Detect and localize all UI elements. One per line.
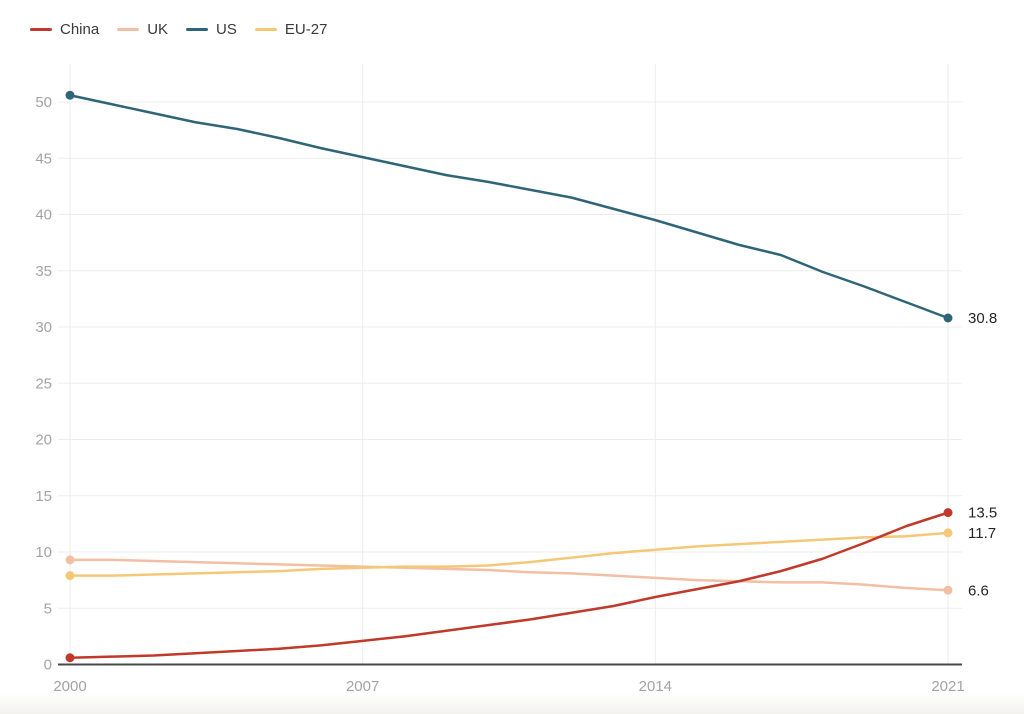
series-line-eu27 <box>68 531 950 577</box>
y-tick-label: 35 <box>35 263 52 280</box>
series-endpoint-dot-eu27 <box>65 571 75 581</box>
y-tick-label: 5 <box>44 600 52 617</box>
legend-item-us[interactable]: US <box>186 22 237 37</box>
legend-label-uk: UK <box>147 21 169 38</box>
y-tick-label: 15 <box>35 488 52 505</box>
series-endpoint-dot-eu27 <box>943 528 953 538</box>
x-tick-label: 2000 <box>53 678 86 695</box>
x-tick-label: 2007 <box>346 678 379 695</box>
china-line-swatch-icon <box>30 28 52 31</box>
y-tick-label: 20 <box>35 432 52 449</box>
series-endpoint-dot-uk <box>65 555 75 565</box>
uk-line-swatch-icon <box>117 28 140 31</box>
end-value-label-uk: 6.6 <box>968 582 989 599</box>
legend-label-us: US <box>216 21 237 38</box>
series-line-us <box>68 94 950 320</box>
end-value-label-eu27: 11.7 <box>968 525 996 542</box>
series-endpoint-dot-china <box>65 653 75 663</box>
legend-item-china[interactable]: China <box>30 22 99 37</box>
legend-label-eu27: EU-27 <box>284 21 328 38</box>
x-tick-label: 2014 <box>639 678 672 695</box>
y-tick-label: 10 <box>35 544 52 561</box>
y-tick-label: 45 <box>35 150 52 167</box>
series-endpoint-dot-us <box>65 90 75 100</box>
eu27-line-swatch-icon <box>254 28 277 31</box>
y-tick-label: 30 <box>35 319 52 336</box>
y-tick-label: 50 <box>35 94 52 111</box>
y-tick-label: 40 <box>35 207 52 224</box>
x-tick-label: 2021 <box>931 678 964 695</box>
y-tick-label: 25 <box>35 375 52 392</box>
end-value-label-china: 13.5 <box>968 505 997 522</box>
series-endpoint-dot-china <box>943 508 953 518</box>
series-endpoint-dot-us <box>943 313 953 323</box>
legend-label-china: China <box>60 21 100 38</box>
us-line-swatch-icon <box>186 28 209 31</box>
chart-legend: China UK US EU-27 <box>30 22 327 37</box>
page-bottom-fade <box>0 692 1024 714</box>
series-line-china <box>68 511 950 659</box>
series-endpoint-dot-uk <box>943 585 953 595</box>
series-line-uk <box>68 558 950 592</box>
legend-item-uk[interactable]: UK <box>117 22 168 37</box>
y-tick-label: 0 <box>44 657 52 674</box>
legend-item-eu27[interactable]: EU-27 <box>254 21 328 38</box>
end-value-label-us: 30.8 <box>968 310 997 327</box>
